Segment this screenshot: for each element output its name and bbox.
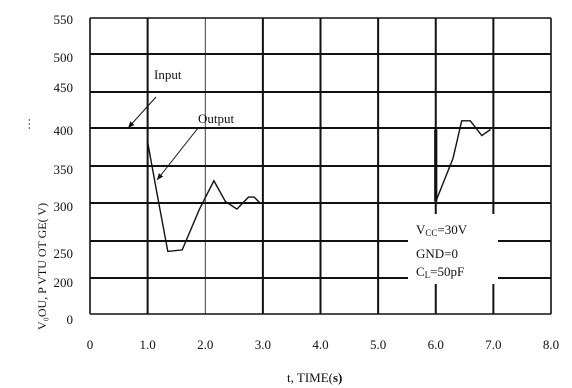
x-tick-label: 0 (87, 337, 94, 352)
legend-gnd: GND=0 (416, 246, 458, 261)
x-tick-label: 1.0 (140, 337, 156, 352)
y-tick-label: 0 (67, 312, 74, 327)
x-tick-label: 4.0 (312, 337, 328, 352)
y-tick-label: 300 (54, 199, 74, 214)
x-tick-label: 3.0 (255, 337, 271, 352)
y-tick-label: 350 (54, 162, 74, 177)
x-tick-label: 6.0 (428, 337, 444, 352)
series-output-line-2 (435, 120, 491, 202)
y-tick-label: 550 (54, 12, 74, 27)
annotation-input-arrow (127, 96, 157, 129)
plot-grid (89, 17, 552, 315)
x-tick-label: 7.0 (485, 337, 501, 352)
x-tick-label: 2.0 (197, 337, 213, 352)
y-tick-labels: 0 200 250 300 350 400 450 500 550 (54, 12, 74, 327)
x-tick-labels: 0 1.0 2.0 3.0 4.0 5.0 6.0 7.0 8.0 (87, 337, 559, 352)
annotation-input: Input (154, 67, 182, 82)
legend-vcc: VCC=30V (416, 222, 468, 238)
y-axis-title: V₀OU, P VTU OT GE( V) (35, 203, 49, 330)
annotation-output-arrow (156, 127, 199, 181)
series-output-line-1 (146, 141, 261, 253)
y-tick-label: 250 (54, 246, 74, 261)
y-tick-label: 500 (54, 50, 74, 65)
y-tick-label: 450 (54, 80, 74, 95)
legend-cl: CL=50pF (416, 264, 464, 280)
annotation-output: Output (198, 111, 235, 126)
y-tick-label: 200 (54, 275, 74, 290)
y-tick-label: 400 (54, 123, 74, 138)
x-tick-label: 8.0 (543, 337, 559, 352)
y-axis-title-fragment: … (19, 118, 33, 130)
legend-box (408, 214, 498, 284)
x-axis-title: t, TIME(s) (287, 370, 342, 385)
x-axis-title-blot: s) (333, 370, 342, 385)
x-tick-label: 5.0 (370, 337, 386, 352)
